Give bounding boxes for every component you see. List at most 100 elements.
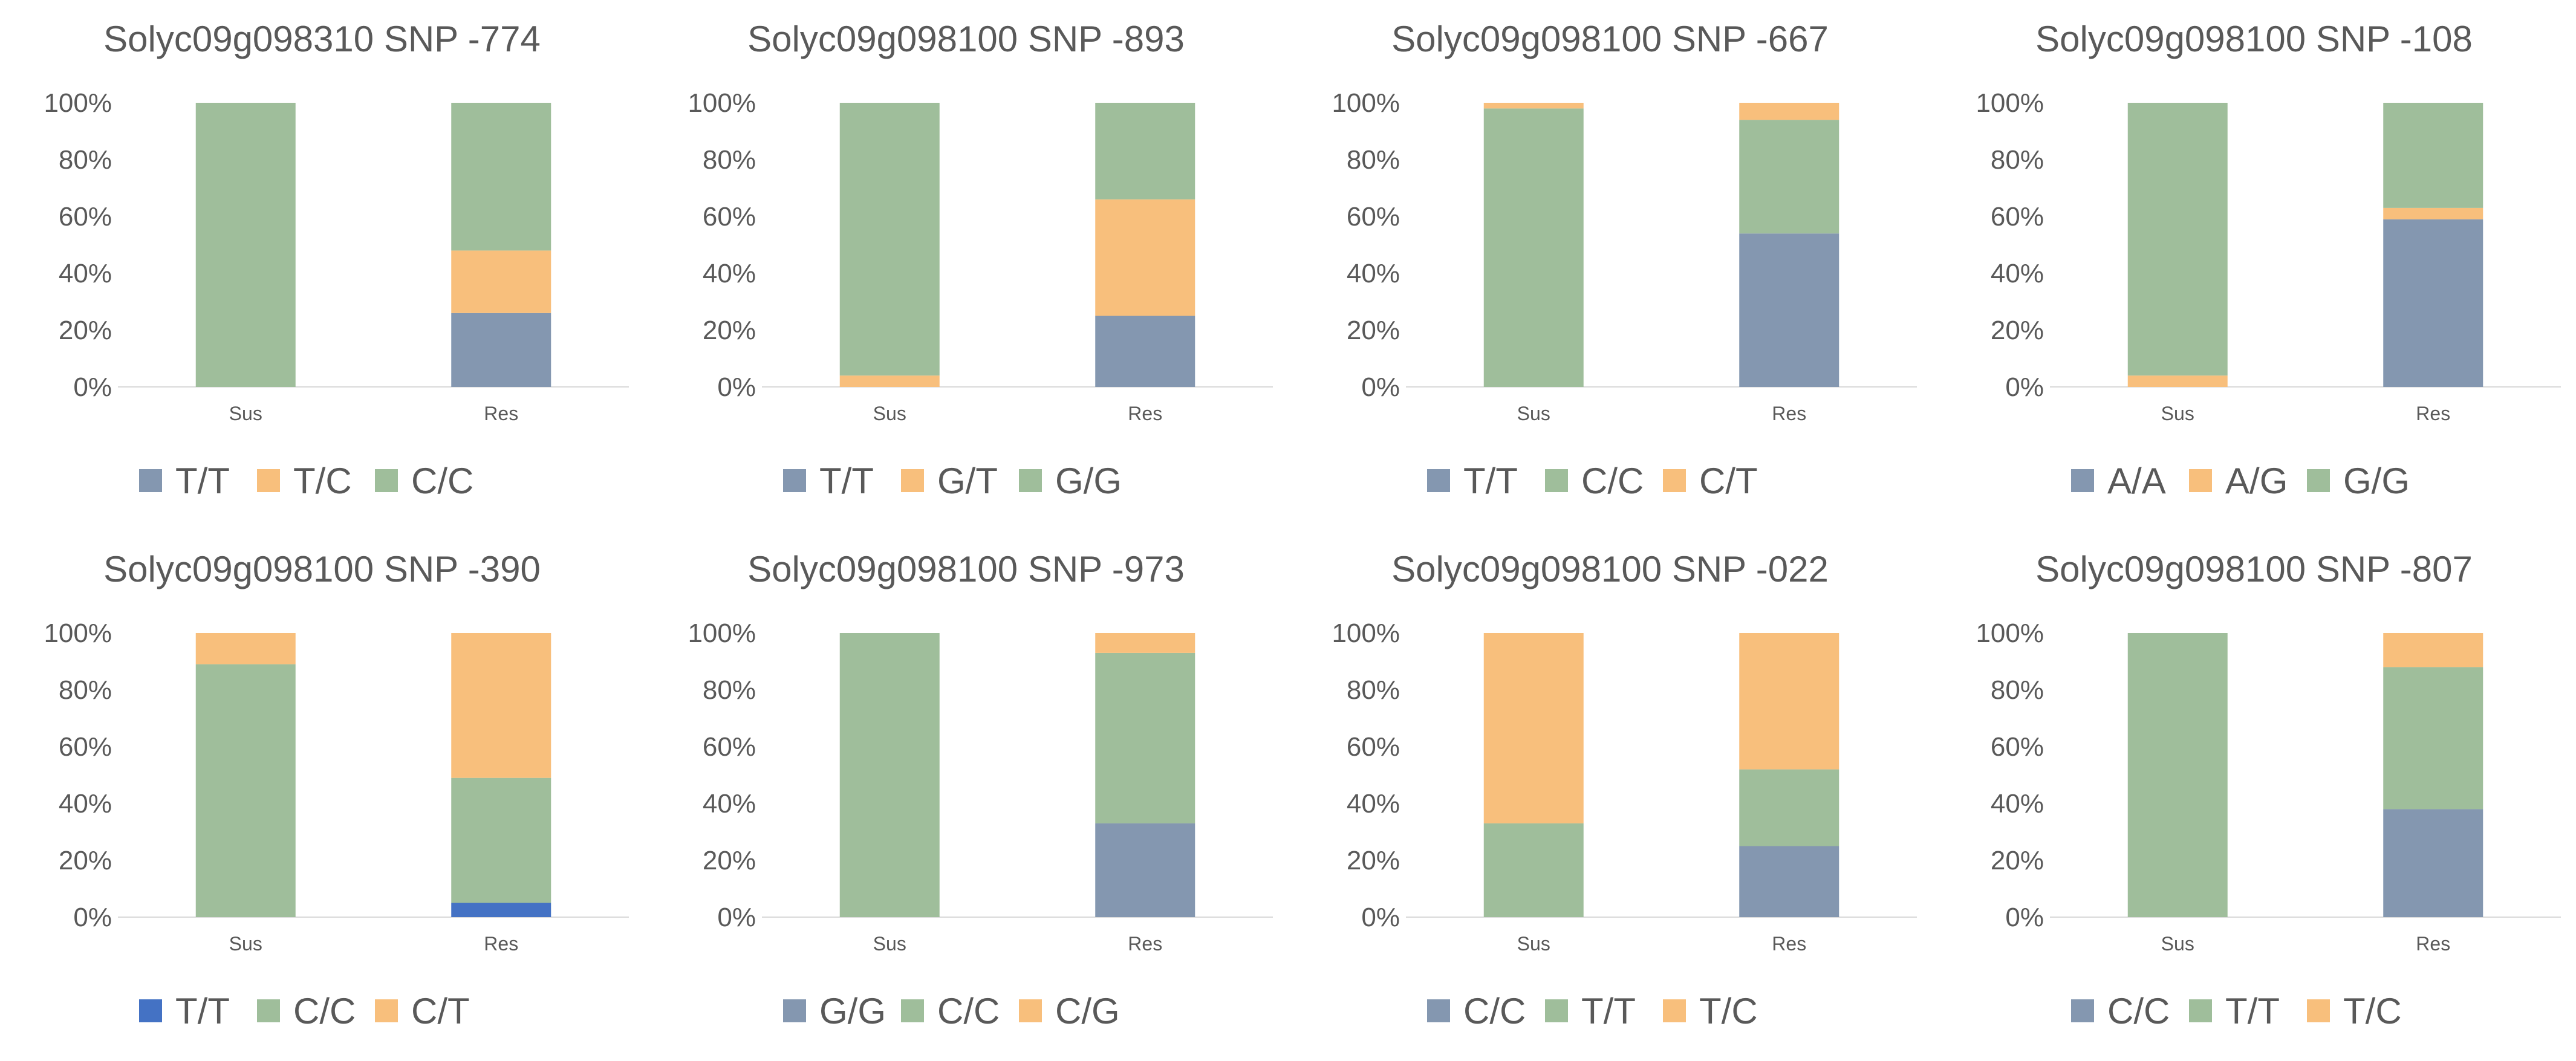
chart-panel-7: Solyc09g098100 SNP -022 0% 20% 40% 60% 80% 100… [1332, 549, 1917, 1031]
bar-segment-sus-c-c [195, 103, 296, 387]
chart-panel-2: Solyc09g098100 SNP -893 0% 20% 40% 60% 80% 100… [688, 19, 1273, 501]
x-category-label: Res [1772, 933, 1806, 955]
legend-label: T/T [1581, 991, 1636, 1031]
chart-panel-8: Solyc09g098100 SNP -807 0% 20% 40% 60% 80% 100… [1976, 549, 2561, 1031]
y-tick-label: 20% [59, 846, 112, 875]
chart-title: Solyc09g098100 SNP -022 [1391, 549, 1829, 589]
chart-panel-5: Solyc09g098100 SNP -390 0% 20% 40% 60% 80% 100… [44, 549, 629, 1031]
legend-swatch [139, 469, 162, 492]
x-category-label: Sus [2161, 403, 2194, 424]
y-tick-label: 40% [1991, 259, 2044, 288]
x-category-label: Res [484, 403, 518, 424]
y-tick-label: 20% [703, 316, 756, 345]
legend-label: G/G [1055, 461, 1122, 501]
legend-swatch [257, 469, 280, 492]
bar-segment-res-c-c [451, 777, 551, 903]
x-category-label: Sus [229, 403, 262, 424]
legend-label: T/T [175, 991, 230, 1031]
chart-title: Solyc09g098100 SNP -667 [1391, 19, 1829, 59]
bar-segment-res-t-t [1095, 316, 1195, 387]
y-tick-label: 100% [688, 618, 756, 648]
chart-title: Solyc09g098310 SNP -774 [103, 19, 541, 59]
bar-segment-res-a-g [2383, 207, 2483, 219]
bar-segment-sus-g-g [2127, 103, 2228, 376]
legend-label: C/G [1055, 991, 1120, 1031]
x-category-label: Sus [873, 403, 906, 424]
legend-label: T/T [1463, 461, 1518, 501]
chart-title: Solyc09g098100 SNP -807 [2035, 549, 2473, 589]
legend-swatch [2071, 469, 2094, 492]
y-tick-label: 80% [703, 675, 756, 705]
y-tick-label: 0% [1361, 903, 1400, 932]
y-tick-label: 40% [703, 789, 756, 819]
bar-segment-res-t-c [2383, 633, 2483, 667]
legend-label: T/C [1699, 991, 1758, 1031]
y-tick-label: 20% [1347, 846, 1400, 875]
legend-label: G/G [819, 991, 886, 1031]
y-tick-label: 20% [59, 316, 112, 345]
legend-label: C/C [411, 461, 473, 501]
bar-segment-sus-t-c [1483, 633, 1584, 823]
y-tick-label: 0% [717, 903, 756, 932]
y-tick-label: 60% [1991, 732, 2044, 762]
x-category-label: Sus [229, 933, 262, 955]
y-tick-label: 0% [1361, 372, 1400, 402]
y-tick-label: 0% [73, 903, 112, 932]
chart-panel-6: Solyc09g098100 SNP -973 0% 20% 40% 60% 80% 100… [688, 549, 1273, 1031]
legend-swatch [1019, 999, 1042, 1022]
y-tick-label: 20% [1991, 846, 2044, 875]
legend-swatch [783, 469, 806, 492]
bar-segment-res-t-c [1739, 633, 1839, 770]
y-tick-label: 80% [1347, 675, 1400, 705]
bar-segment-res-g-t [1095, 199, 1195, 316]
legend-label: T/T [819, 461, 874, 501]
legend-label: C/C [1581, 461, 1644, 501]
bar-segment-res-c-c [2383, 809, 2483, 917]
bar-segment-res-c-c [1739, 846, 1839, 917]
x-category-label: Sus [873, 933, 906, 955]
bar-segment-res-g-g [2383, 103, 2483, 208]
y-tick-label: 40% [1347, 259, 1400, 288]
x-category-label: Res [1772, 403, 1806, 424]
legend-swatch [2307, 469, 2330, 492]
legend-swatch [139, 999, 162, 1022]
y-tick-label: 20% [1991, 316, 2044, 345]
chart-panel-3: Solyc09g098100 SNP -667 0% 20% 40% 60% 80% 100… [1332, 19, 1917, 501]
legend-swatch [783, 999, 806, 1022]
chart-title: Solyc09g098100 SNP -108 [2035, 19, 2473, 59]
y-tick-label: 80% [1991, 145, 2044, 175]
y-tick-label: 100% [688, 88, 756, 118]
y-tick-label: 20% [1347, 316, 1400, 345]
bar-segment-sus-c-c [839, 633, 940, 917]
y-tick-label: 60% [703, 732, 756, 762]
y-tick-label: 60% [1347, 732, 1400, 762]
y-tick-label: 40% [59, 789, 112, 819]
x-category-label: Res [1128, 403, 1162, 424]
legend-label: C/C [1463, 991, 1526, 1031]
x-category-label: Res [1128, 933, 1162, 955]
y-tick-label: 0% [2005, 372, 2044, 402]
legend-label: A/A [2107, 461, 2166, 501]
y-tick-label: 40% [1347, 789, 1400, 819]
legend-swatch [1427, 469, 1450, 492]
legend-swatch [901, 469, 924, 492]
bar-segment-res-a-a [2383, 219, 2483, 387]
bar-segment-res-c-t [451, 633, 551, 778]
y-tick-label: 100% [1332, 88, 1400, 118]
legend-label: A/G [2225, 461, 2288, 501]
bar-segment-res-t-t [1739, 769, 1839, 846]
bar-segment-sus-t-t [1483, 823, 1584, 917]
bar-segment-res-t-t [1739, 233, 1839, 387]
y-tick-label: 100% [1332, 618, 1400, 648]
y-tick-label: 80% [1991, 675, 2044, 705]
x-category-label: Sus [2161, 933, 2194, 955]
legend-swatch [2071, 999, 2094, 1022]
chart-title: Solyc09g098100 SNP -973 [747, 549, 1185, 589]
x-category-label: Res [2416, 933, 2450, 955]
y-tick-label: 100% [1976, 618, 2044, 648]
y-tick-label: 20% [703, 846, 756, 875]
y-tick-label: 40% [59, 259, 112, 288]
legend-swatch [1019, 469, 1042, 492]
y-tick-label: 60% [703, 202, 756, 232]
